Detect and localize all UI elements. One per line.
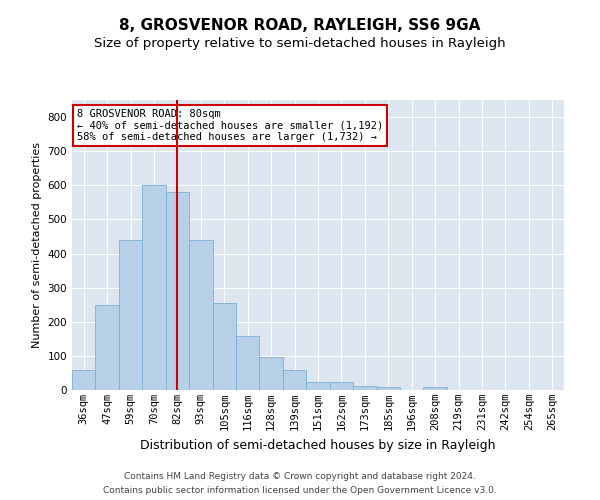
Text: Contains public sector information licensed under the Open Government Licence v3: Contains public sector information licen… [103, 486, 497, 495]
Y-axis label: Number of semi-detached properties: Number of semi-detached properties [32, 142, 42, 348]
Text: 8 GROSVENOR ROAD: 80sqm
← 40% of semi-detached houses are smaller (1,192)
58% of: 8 GROSVENOR ROAD: 80sqm ← 40% of semi-de… [77, 108, 383, 142]
Bar [236, 336, 259, 390]
Bar [119, 240, 142, 390]
Text: Contains HM Land Registry data © Crown copyright and database right 2024.: Contains HM Land Registry data © Crown c… [124, 472, 476, 481]
Bar [306, 382, 330, 390]
Bar [259, 357, 283, 390]
Bar [330, 382, 353, 390]
Bar [283, 370, 306, 390]
Bar [142, 186, 166, 390]
Bar [166, 192, 189, 390]
Text: 8, GROSVENOR ROAD, RAYLEIGH, SS6 9GA: 8, GROSVENOR ROAD, RAYLEIGH, SS6 9GA [119, 18, 481, 32]
Bar [353, 386, 377, 390]
Bar [189, 240, 212, 390]
Bar [95, 304, 119, 390]
Bar [424, 388, 447, 390]
X-axis label: Distribution of semi-detached houses by size in Rayleigh: Distribution of semi-detached houses by … [140, 438, 496, 452]
Bar [72, 370, 95, 390]
Bar [212, 303, 236, 390]
Bar [377, 386, 400, 390]
Text: Size of property relative to semi-detached houses in Rayleigh: Size of property relative to semi-detach… [94, 38, 506, 51]
